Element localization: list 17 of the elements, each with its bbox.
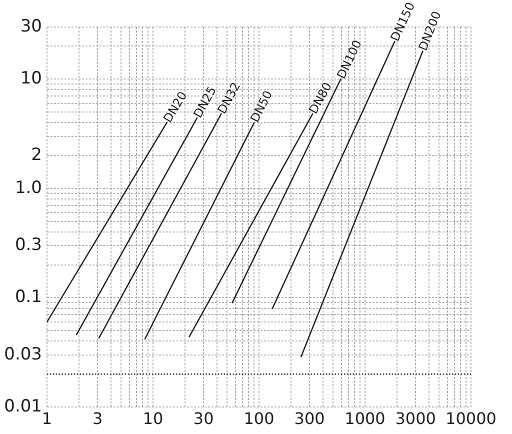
y-tick-label: 0.3 [14,234,42,255]
x-tick-label: 1 [42,408,52,428]
x-tick-label: 1000 [344,408,386,428]
x-tick-label: 10 [142,408,164,428]
y-tick-label: 30 [20,16,42,36]
y-tick-label: 2 [31,144,42,165]
y-tick-label: 0.03 [4,344,42,364]
x-tick-label: 100 [244,408,274,428]
y-tick-label: 1.0 [14,178,42,198]
x-tick-label: 30 [193,408,214,428]
x-tick-label: 10000 [446,408,496,428]
y-tick-label: 0.1 [14,287,42,308]
x-tick-label: 3 [92,408,103,428]
x-tick-label: 300 [294,408,325,428]
x-tick-label: 3000 [395,408,436,428]
y-tick-label: 10 [20,68,42,89]
y-tick-label: 0.01 [4,396,42,416]
